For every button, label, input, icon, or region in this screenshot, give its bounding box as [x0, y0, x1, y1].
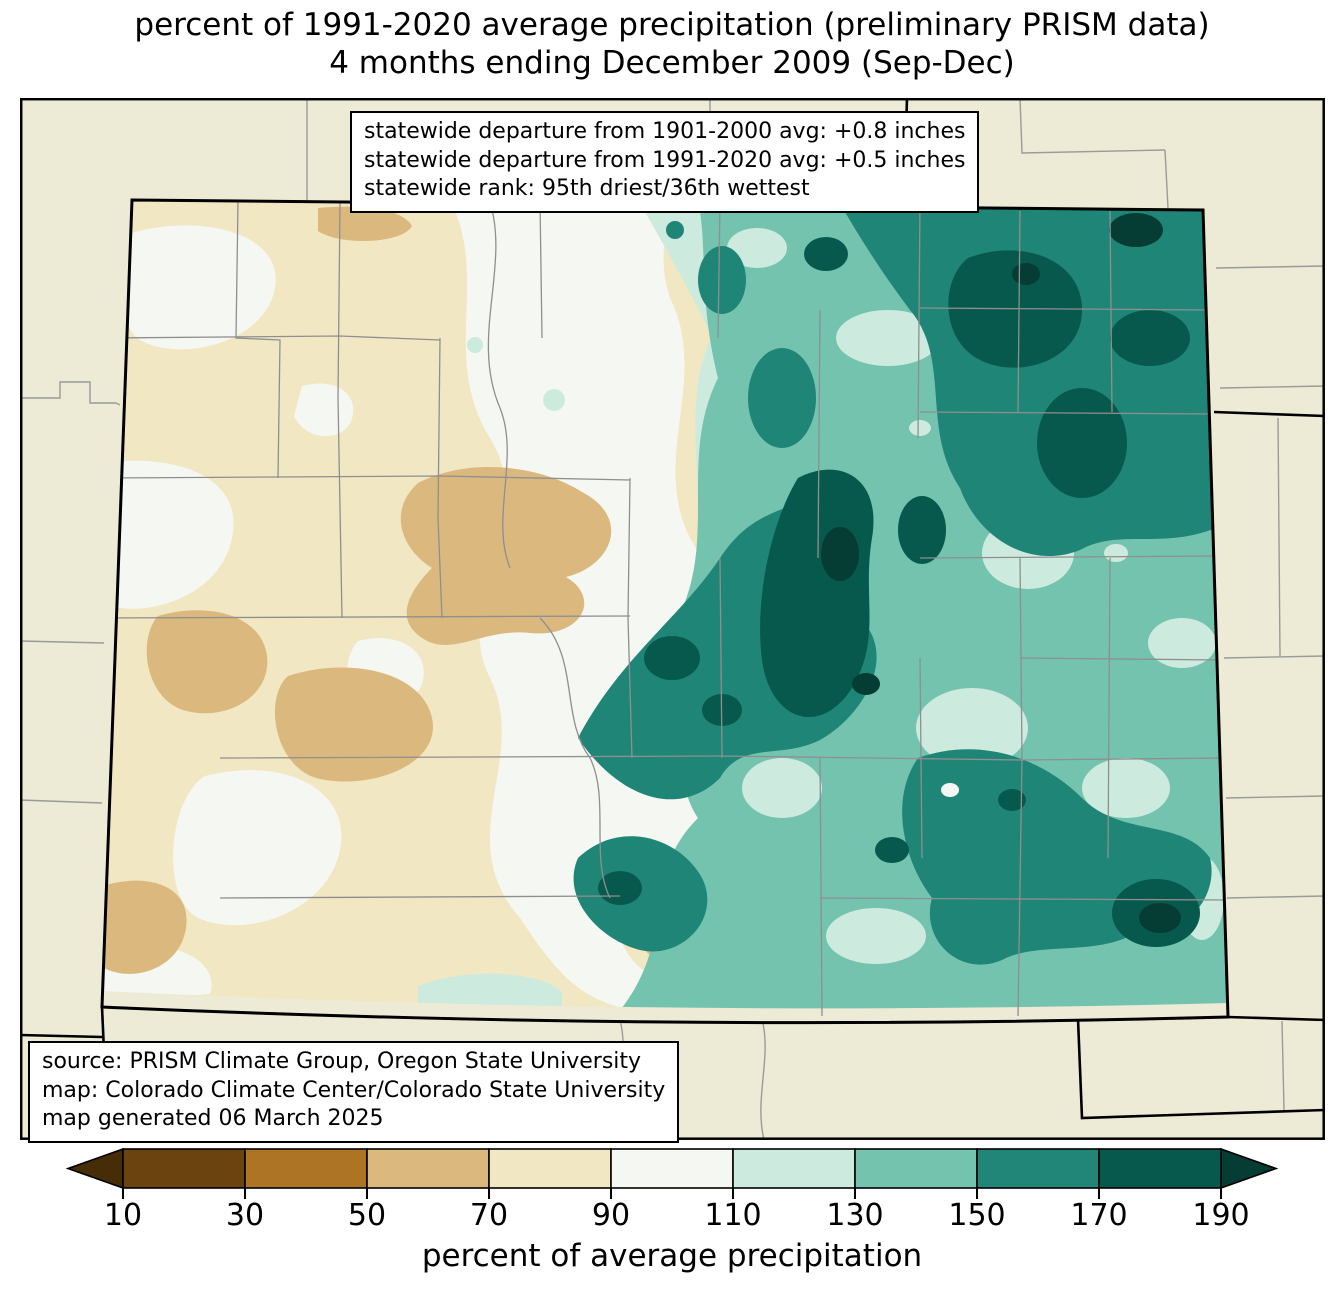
colorbar-arrow-high [1220, 1147, 1279, 1190]
map-title-line-2: 4 months ending December 2009 (Sep-Dec) [329, 45, 1015, 81]
colorado-precipitation-map [20, 98, 1325, 1140]
colorbar-segment [854, 1148, 978, 1189]
colorbar-segment [122, 1148, 246, 1189]
colorbar [65, 1147, 1279, 1199]
colorbar-segment [244, 1148, 368, 1189]
colorbar-tick-label: 150 [948, 1198, 1006, 1233]
colorbar-tick-label: 50 [347, 1198, 387, 1233]
colorbar-ticks [122, 1188, 1222, 1199]
colorbar-segment [1098, 1148, 1222, 1189]
colorbar-segment [366, 1148, 490, 1189]
stats-line-1: statewide departure from 1901-2000 avg: … [364, 119, 966, 144]
colorbar-segment [976, 1148, 1100, 1189]
colorbar-tick-label: 170 [1070, 1198, 1128, 1233]
county-lines [102, 200, 1228, 1017]
colorbar-tick-label: 90 [591, 1198, 631, 1233]
colorbar-tick-label: 110 [704, 1198, 762, 1233]
map-title: percent of 1991-2020 average precipitati… [0, 6, 1344, 82]
contour-fills [102, 200, 1228, 1023]
source-line-1: source: PRISM Climate Group, Oregon Stat… [42, 1049, 642, 1074]
statewide-stats-box: statewide departure from 1901-2000 avg: … [350, 111, 980, 213]
colorbar-axis-label: percent of average precipitation [421, 1238, 923, 1274]
map-title-line-1: percent of 1991-2020 average precipitati… [134, 7, 1210, 43]
stats-line-3: statewide rank: 95th driest/36th wettest [364, 176, 810, 201]
stats-line-2: statewide departure from 1991-2020 avg: … [364, 147, 966, 173]
state-outline [100, 198, 1230, 1025]
colorbar-tick-label: 70 [469, 1198, 509, 1233]
colorbar-segment [488, 1148, 612, 1189]
source-line-2: map: Colorado Climate Center/Colorado St… [42, 1077, 666, 1103]
colorbar-tick-label: 10 [103, 1198, 143, 1233]
colorbar-arrow-low [65, 1147, 124, 1190]
colorbar-segment [732, 1148, 856, 1189]
colorbar-tick-label: 30 [225, 1198, 265, 1233]
source-line-3: map generated 06 March 2025 [42, 1106, 384, 1131]
colorbar-tick-label: 130 [826, 1198, 884, 1233]
outside-county-lines [20, 98, 1325, 1140]
source-box: source: PRISM Climate Group, Oregon Stat… [28, 1041, 680, 1143]
colorbar-tick-label: 190 [1192, 1198, 1250, 1233]
colorbar-segment [610, 1148, 734, 1189]
